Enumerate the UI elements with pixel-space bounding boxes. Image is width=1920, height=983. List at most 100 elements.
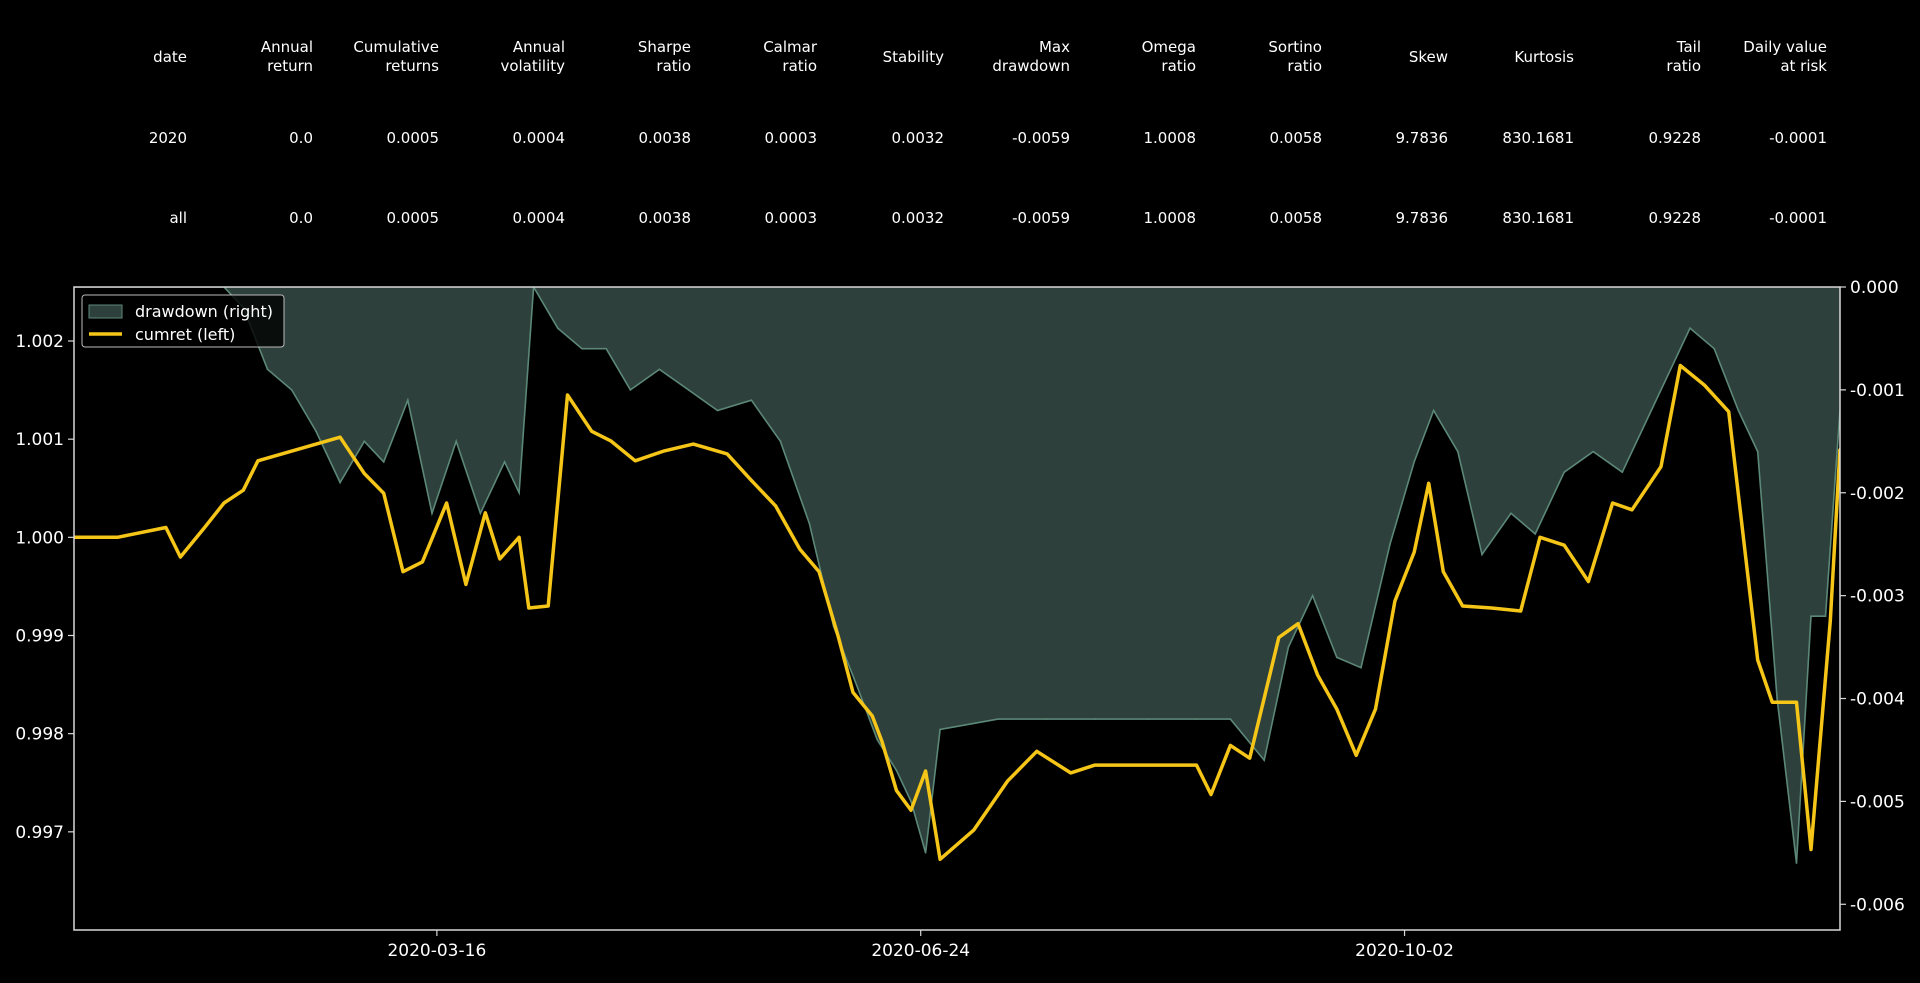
table-cell: 830.1681 xyxy=(1502,208,1574,227)
drawdown-point xyxy=(1669,368,1672,371)
drawdown-point xyxy=(431,512,433,515)
cumret-point xyxy=(1771,701,1774,704)
cumret-point xyxy=(1127,763,1131,767)
table-cell: 0.0038 xyxy=(638,128,692,147)
right-tick-label: -0.001 xyxy=(1850,381,1905,401)
cumret-point xyxy=(421,560,424,564)
cumret-point xyxy=(1829,619,1832,622)
drawdown-point xyxy=(518,492,520,494)
table-header: Cumulative returns xyxy=(353,38,439,75)
drawdown-point xyxy=(1432,409,1435,412)
cumret-point xyxy=(1727,410,1730,413)
drawdown-line xyxy=(74,287,1840,864)
drawdown-point xyxy=(581,347,583,350)
table-cell: 0.0038 xyxy=(638,208,692,227)
cumret-point xyxy=(445,501,448,505)
drawdown-point xyxy=(808,522,811,525)
table-cell: 0.0005 xyxy=(386,128,440,147)
drawdown-point xyxy=(1737,409,1740,412)
cumret-point xyxy=(338,436,342,439)
cumret-point xyxy=(851,691,855,694)
drawdown-point xyxy=(363,440,366,443)
left-tick-label: 1.002 xyxy=(15,332,64,352)
drawdown-point xyxy=(895,769,898,772)
chart: 0.997 0.998 0.999 1.000 1.001 1.002 -0.006 -0.0… xyxy=(15,278,1905,961)
drawdown-point xyxy=(1045,718,1048,720)
drawdown-point xyxy=(658,368,661,371)
table-header: Kurtosis xyxy=(1514,47,1574,66)
cumret-point xyxy=(1563,544,1566,547)
right-tick-label: -0.003 xyxy=(1850,587,1905,607)
cumret-point xyxy=(222,501,226,505)
drawdown-point xyxy=(290,389,293,391)
table-cell: 1.0008 xyxy=(1143,128,1197,147)
legend: drawdown (right) cumret (left) xyxy=(81,294,285,348)
cumret-point xyxy=(909,809,913,812)
cumret-point xyxy=(1611,501,1614,505)
cumret-point xyxy=(1659,465,1663,468)
table-cell: 0.0003 xyxy=(764,128,818,147)
drawdown-point xyxy=(1481,553,1483,556)
table-header: Sharpe ratio xyxy=(637,38,691,75)
drawdown-point xyxy=(1810,615,1812,617)
drawdown-point xyxy=(1413,461,1415,463)
table-cell: 0.0058 xyxy=(1269,208,1323,227)
x-tick-label: 2020-06-24 xyxy=(871,941,970,961)
drawdown-point xyxy=(1360,666,1362,669)
cumret-point xyxy=(1795,701,1798,704)
cumret-point xyxy=(895,789,898,792)
x-tick-label: 2020-10-02 xyxy=(1355,941,1454,961)
cumret-point xyxy=(1335,707,1339,711)
x-tick-label: 2020-03-16 xyxy=(387,941,486,961)
table-cell: 0.9228 xyxy=(1648,128,1702,147)
right-tick-label: -0.004 xyxy=(1850,690,1905,710)
cumret-point xyxy=(1442,570,1445,573)
drawdown-point xyxy=(1795,862,1798,864)
drawdown-point xyxy=(266,368,269,371)
drawdown-point xyxy=(939,728,941,731)
drawdown-point xyxy=(479,512,482,515)
table-header: Omega ratio xyxy=(1141,38,1196,75)
cumret-point xyxy=(464,583,468,586)
drawdown-point xyxy=(750,399,753,401)
cumret-point xyxy=(116,536,119,539)
cumret-point xyxy=(1490,606,1493,610)
cumret-point xyxy=(634,459,637,462)
drawdown-point xyxy=(716,409,719,412)
drawdown-point xyxy=(1650,409,1653,412)
drawdown-point xyxy=(1563,471,1565,473)
cumret-point xyxy=(527,606,530,610)
drawdown-point xyxy=(1689,327,1691,329)
drawdown-point xyxy=(1621,471,1624,473)
cumret-point xyxy=(498,557,501,561)
cumret-point xyxy=(692,442,695,446)
cumret-point xyxy=(1277,636,1281,639)
drawdown-point xyxy=(1147,718,1149,720)
cumret-point xyxy=(1703,384,1706,387)
right-tick-label: -0.005 xyxy=(1850,792,1905,812)
cumret-point xyxy=(484,511,487,514)
table-header: Sortino ratio xyxy=(1268,38,1322,75)
drawdown-point xyxy=(1389,543,1391,545)
cumret-point xyxy=(164,526,168,529)
cumret-point xyxy=(1035,750,1039,753)
cumret-point xyxy=(1069,771,1072,775)
drawdown-point xyxy=(1776,697,1778,700)
drawdown-point xyxy=(1534,533,1536,535)
drawdown-point xyxy=(339,481,341,484)
cumret-point xyxy=(774,504,777,508)
drawdown-area xyxy=(74,287,1840,864)
cumret-point xyxy=(817,570,821,573)
table-header: Annual return xyxy=(260,38,313,75)
table-cell: 0.0004 xyxy=(512,128,566,147)
table-cell: 0.0 xyxy=(289,128,313,147)
table-cell: 0.0005 xyxy=(386,208,440,227)
left-tick-label: 1.001 xyxy=(15,430,64,450)
cumret-point xyxy=(1374,707,1377,711)
cumret-point xyxy=(972,828,976,832)
cumret-line xyxy=(74,363,1840,862)
cumret-point xyxy=(1427,482,1430,485)
plot-area xyxy=(74,287,1840,864)
table-cell: 0.0004 xyxy=(512,208,566,227)
drawdown-point xyxy=(997,718,999,720)
